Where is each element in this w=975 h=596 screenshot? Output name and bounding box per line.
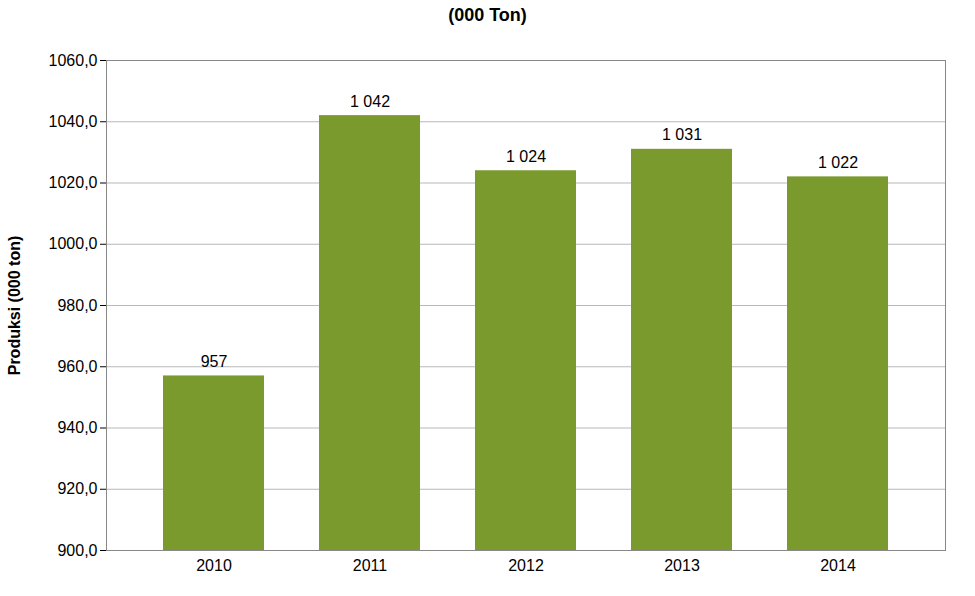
- svg-text:957: 957: [201, 353, 228, 370]
- svg-text:1000,0: 1000,0: [49, 235, 98, 252]
- svg-text:1060,0: 1060,0: [49, 52, 98, 69]
- svg-text:1040,0: 1040,0: [49, 113, 98, 130]
- svg-text:940,0: 940,0: [57, 419, 97, 436]
- svg-text:1 042: 1 042: [350, 93, 390, 110]
- svg-text:900,0: 900,0: [57, 542, 97, 559]
- html-text:(000 Ton): (000 Ton): [448, 5, 527, 25]
- svg-text:1 024: 1 024: [506, 148, 546, 165]
- svg-text:1 031: 1 031: [662, 126, 702, 143]
- svg-text:2013: 2013: [664, 557, 700, 574]
- svg-text:Produksi (000 ton): Produksi (000 ton): [6, 236, 23, 376]
- svg-text:980,0: 980,0: [57, 297, 97, 314]
- svg-text:2011: 2011: [353, 557, 388, 574]
- svg-text:2010: 2010: [196, 557, 232, 574]
- svg-text:2014: 2014: [820, 557, 856, 574]
- svg-text:1020,0: 1020,0: [49, 174, 98, 191]
- svg-text:920,0: 920,0: [57, 480, 97, 497]
- svg-text:960,0: 960,0: [57, 358, 97, 375]
- svg-text:1 022: 1 022: [818, 154, 858, 171]
- svg-text:2012: 2012: [508, 557, 544, 574]
